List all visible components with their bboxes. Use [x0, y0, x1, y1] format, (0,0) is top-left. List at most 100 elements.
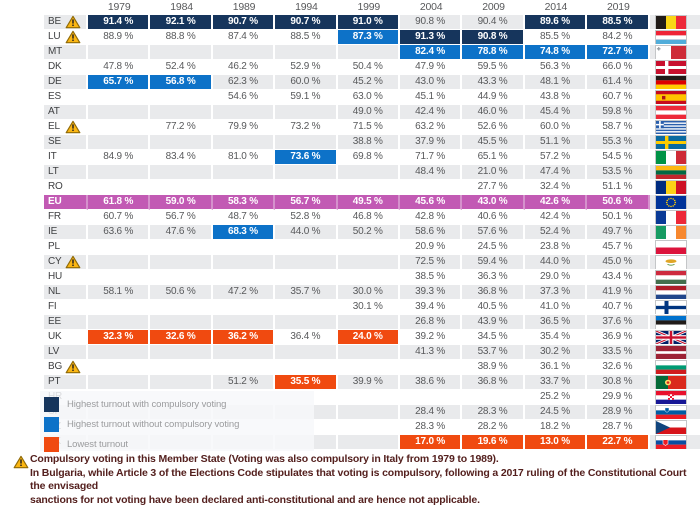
value-cell: 42.4 %	[525, 210, 587, 225]
value-cell: 23.8 %	[525, 240, 587, 255]
value-cell: 50.6 %	[587, 195, 649, 210]
value-cell: 79.9 %	[213, 120, 275, 135]
legend-item-compulsory: Highest turnout with compulsory voting	[44, 394, 314, 414]
warning-icon	[65, 255, 81, 269]
value-cell: 85.5 %	[525, 30, 587, 45]
value-cell: 52.4 %	[525, 225, 587, 240]
country-label-it: IT	[44, 150, 88, 165]
value-cell: 30.1 %	[338, 300, 400, 315]
value-cell: 54.5 %	[587, 150, 649, 165]
value-cell: 65.7 %	[88, 75, 150, 90]
value-cell	[338, 45, 400, 60]
value-cell: 54.6 %	[213, 90, 275, 105]
value-cell: 45.6 %	[400, 195, 462, 210]
value-cell	[150, 180, 212, 195]
value-cell: 26.8 %	[400, 315, 462, 330]
value-cell: 46.0 %	[462, 105, 524, 120]
value-cell: 17.0 %	[400, 435, 462, 450]
hr-flag-icon	[650, 390, 700, 405]
value-cell	[338, 435, 400, 450]
legend-label: Lowest turnout	[67, 439, 128, 450]
value-cell: 87.3 %	[338, 30, 400, 45]
country-code: AT	[48, 105, 60, 119]
value-cell: 45.0 %	[587, 255, 649, 270]
value-cell	[150, 135, 212, 150]
value-cell	[213, 315, 275, 330]
value-cell: 50.4 %	[338, 60, 400, 75]
value-cell	[275, 270, 337, 285]
country-label-se: SE	[44, 135, 88, 150]
value-cell	[88, 270, 150, 285]
value-cell	[275, 360, 337, 375]
value-cell	[88, 90, 150, 105]
ee-flag-icon	[650, 315, 700, 330]
ie-flag-icon	[650, 225, 700, 240]
country-label-eu: EU	[44, 195, 88, 210]
year-header: 1994	[275, 0, 337, 15]
value-cell: 37.6 %	[587, 315, 649, 330]
country-label-hu: HU	[44, 270, 88, 285]
country-code: PL	[48, 240, 60, 254]
value-cell: 69.8 %	[338, 150, 400, 165]
value-cell: 36.2 %	[213, 330, 275, 345]
value-cell: 38.5 %	[400, 270, 462, 285]
lt-flag-icon	[650, 165, 700, 180]
eu-flag-icon	[650, 195, 700, 210]
value-cell	[213, 135, 275, 150]
value-cell: 91.3 %	[400, 30, 462, 45]
value-cell	[275, 240, 337, 255]
country-code: FR	[48, 210, 61, 224]
value-cell	[338, 360, 400, 375]
value-cell	[88, 360, 150, 375]
value-cell: 68.3 %	[213, 225, 275, 240]
value-cell	[275, 300, 337, 315]
value-cell: 30.2 %	[525, 345, 587, 360]
value-cell: 88.9 %	[88, 30, 150, 45]
de-flag-icon	[650, 75, 700, 90]
value-cell	[213, 345, 275, 360]
value-cell	[88, 120, 150, 135]
country-label-bg: BG	[44, 360, 88, 375]
value-cell: 28.4 %	[400, 405, 462, 420]
value-cell: 39.9 %	[338, 375, 400, 390]
value-cell: 28.3 %	[400, 420, 462, 435]
value-cell: 33.5 %	[587, 345, 649, 360]
value-cell	[150, 360, 212, 375]
value-cell: 87.4 %	[213, 30, 275, 45]
value-cell: 43.4 %	[587, 270, 649, 285]
mt-flag-icon	[650, 45, 700, 60]
warning-icon	[65, 30, 81, 44]
value-cell: 66.0 %	[587, 60, 649, 75]
value-cell: 49.0 %	[338, 105, 400, 120]
value-cell: 48.7 %	[213, 210, 275, 225]
value-cell: 40.5 %	[462, 300, 524, 315]
value-cell: 41.3 %	[400, 345, 462, 360]
value-cell	[88, 180, 150, 195]
value-cell: 39.2 %	[400, 330, 462, 345]
warning-icon	[65, 15, 81, 29]
value-cell: 61.8 %	[88, 195, 150, 210]
value-cell	[88, 45, 150, 60]
value-cell: 13.0 %	[525, 435, 587, 450]
value-cell: 48.4 %	[400, 165, 462, 180]
year-header: 2019	[587, 0, 649, 15]
year-header: 1989	[213, 0, 275, 15]
value-cell: 88.5 %	[275, 30, 337, 45]
value-cell: 45.5 %	[462, 135, 524, 150]
value-cell	[338, 180, 400, 195]
fi-flag-icon	[650, 300, 700, 315]
value-cell: 45.1 %	[400, 90, 462, 105]
country-label-de: DE	[44, 75, 88, 90]
value-cell: 36.3 %	[462, 270, 524, 285]
value-cell: 29.0 %	[525, 270, 587, 285]
country-code: DK	[48, 60, 62, 74]
footnote-line: In Bulgaria, while Article 3 of the Elec…	[30, 467, 696, 494]
value-cell: 24.5 %	[462, 240, 524, 255]
